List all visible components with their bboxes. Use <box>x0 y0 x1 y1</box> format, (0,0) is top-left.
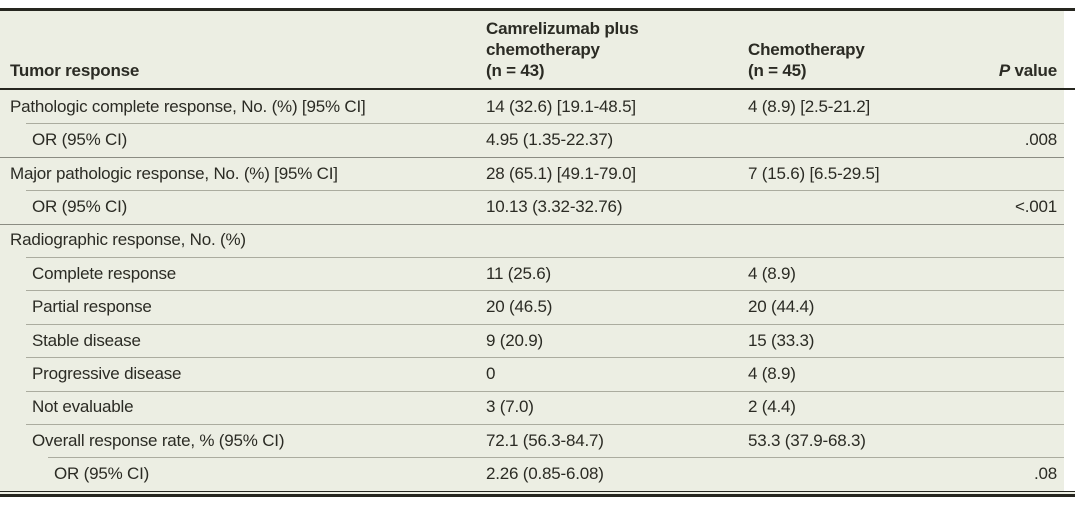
table-bottom-rule-thick <box>0 493 1075 497</box>
table-row: OR (95% CI) 10.13 (3.32-32.76) <.001 <box>0 190 1064 223</box>
table-top-rule <box>0 8 1075 11</box>
column-header-line: Camrelizumab plus <box>486 19 639 38</box>
chemotherapy-cell: 53.3 (37.9-68.3) <box>748 430 866 450</box>
table-row: Partial response 20 (46.5) 20 (44.4) <box>0 290 1064 323</box>
row-label: Not evaluable <box>32 397 134 417</box>
camrelizumab-cell: 0 <box>486 363 496 383</box>
table-row: Not evaluable 3 (7.0) 2 (4.4) <box>0 390 1064 424</box>
column-header-line: (n = 45) <box>748 61 807 80</box>
camrelizumab-cell: 20 (46.5) <box>486 297 553 317</box>
p-value-cell: .008 <box>1024 130 1057 150</box>
table-row: Progressive disease 0 4 (8.9) <box>0 357 1064 390</box>
chemotherapy-cell: 4 (8.9) <box>748 363 796 383</box>
table-body: Pathologic complete response, No. (%) [9… <box>0 90 1064 491</box>
camrelizumab-cell: 2.26 (0.85-6.08) <box>486 464 604 484</box>
table-row: Major pathologic response, No. (%) [95% … <box>0 156 1064 190</box>
table-row: Stable disease 9 (20.9) 15 (33.3) <box>0 323 1064 357</box>
camrelizumab-cell: 14 (32.6) [19.1-48.5] <box>486 96 636 116</box>
column-header-line: (n = 43) <box>486 61 545 80</box>
camrelizumab-cell: 4.95 (1.35-22.37) <box>486 130 614 150</box>
row-label: Pathologic complete response, No. (%) [9… <box>10 96 366 116</box>
camrelizumab-cell: 28 (65.1) [49.1-79.0] <box>486 163 636 183</box>
p-value-header-rest: value <box>1010 61 1058 80</box>
row-label: OR (95% CI) <box>54 464 150 484</box>
column-header-label: Tumor response <box>10 61 140 80</box>
column-header-line: chemotherapy <box>486 40 600 59</box>
tumor-response-table: Tumor response Camrelizumab plus chemoth… <box>0 8 1075 497</box>
table-header: Tumor response Camrelizumab plus chemoth… <box>0 11 1064 88</box>
row-label: Complete response <box>32 263 177 283</box>
column-header-chemotherapy: Chemotherapy (n = 45) <box>748 39 963 81</box>
camrelizumab-cell: 72.1 (56.3-84.7) <box>486 430 604 450</box>
chemotherapy-cell: 2 (4.4) <box>748 397 796 417</box>
table-row: Pathologic complete response, No. (%) [9… <box>0 90 1064 123</box>
table-row: Complete response 11 (25.6) 4 (8.9) <box>0 257 1064 290</box>
p-value-header-italic: P <box>998 61 1010 80</box>
camrelizumab-cell: 11 (25.6) <box>486 263 551 283</box>
header-body-divider-rule <box>0 88 1075 90</box>
chemotherapy-cell: 4 (8.9) [2.5-21.2] <box>748 96 871 116</box>
row-label: Overall response rate, % (95% CI) <box>32 430 285 450</box>
chemotherapy-cell: 4 (8.9) <box>748 263 796 283</box>
p-value-cell: .08 <box>1033 464 1057 484</box>
row-label: OR (95% CI) <box>32 196 128 216</box>
table-row: Radiographic response, No. (%) <box>0 223 1064 257</box>
row-label: Progressive disease <box>32 363 182 383</box>
row-label: Partial response <box>32 297 152 317</box>
camrelizumab-cell: 3 (7.0) <box>486 397 534 417</box>
column-header-camrelizumab: Camrelizumab plus chemotherapy (n = 43) <box>486 18 748 81</box>
column-header-line: Chemotherapy <box>748 40 865 59</box>
camrelizumab-cell: 10.13 (3.32-32.76) <box>486 196 623 216</box>
row-label: Stable disease <box>32 330 141 350</box>
chemotherapy-cell: 20 (44.4) <box>748 297 815 317</box>
row-label: Radiographic response, No. (%) <box>10 230 246 250</box>
chemotherapy-cell: 7 (15.6) [6.5-29.5] <box>748 163 880 183</box>
table-bottom-rule-gap <box>0 491 1075 494</box>
table-row: Overall response rate, % (95% CI) 72.1 (… <box>0 424 1064 457</box>
column-header-p-value: P value <box>963 60 1064 81</box>
row-label: Major pathologic response, No. (%) [95% … <box>10 163 338 183</box>
row-label: OR (95% CI) <box>32 130 128 150</box>
p-value-cell: <.001 <box>1014 196 1057 216</box>
table-row: OR (95% CI) 2.26 (0.85-6.08) .08 <box>0 457 1064 490</box>
table-row: OR (95% CI) 4.95 (1.35-22.37) .008 <box>0 123 1064 156</box>
chemotherapy-cell: 15 (33.3) <box>748 330 815 350</box>
camrelizumab-cell: 9 (20.9) <box>486 330 543 350</box>
column-header-tumor-response: Tumor response <box>0 60 486 81</box>
table-bottom-rule-thin <box>0 490 1075 492</box>
